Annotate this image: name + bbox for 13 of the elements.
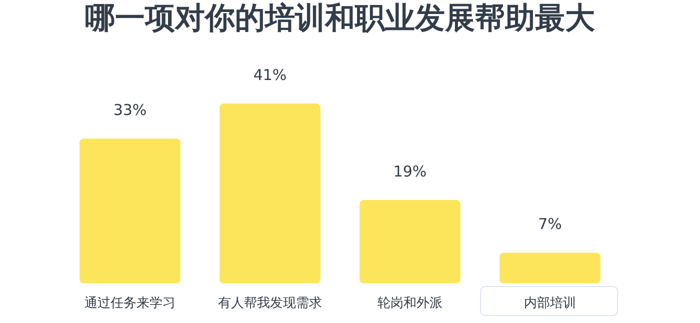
bar (220, 104, 320, 284)
x-tick-label: 轮岗和外派 (378, 294, 442, 310)
data-label: 19% (393, 162, 427, 180)
chart-title: 哪一项对你的培训和职业发展帮助最大 (85, 0, 596, 36)
x-tick-label: 内部培训 (524, 294, 576, 310)
x-tick-label: 有人帮我发现需求 (218, 294, 322, 310)
x-tick-label: 通过任务来学习 (84, 294, 176, 310)
bar (500, 252, 600, 284)
bar (80, 138, 180, 284)
bar (360, 200, 460, 284)
data-label: 33% (113, 101, 147, 120)
data-label: 7% (538, 215, 562, 234)
data-label: 41% (253, 66, 287, 84)
